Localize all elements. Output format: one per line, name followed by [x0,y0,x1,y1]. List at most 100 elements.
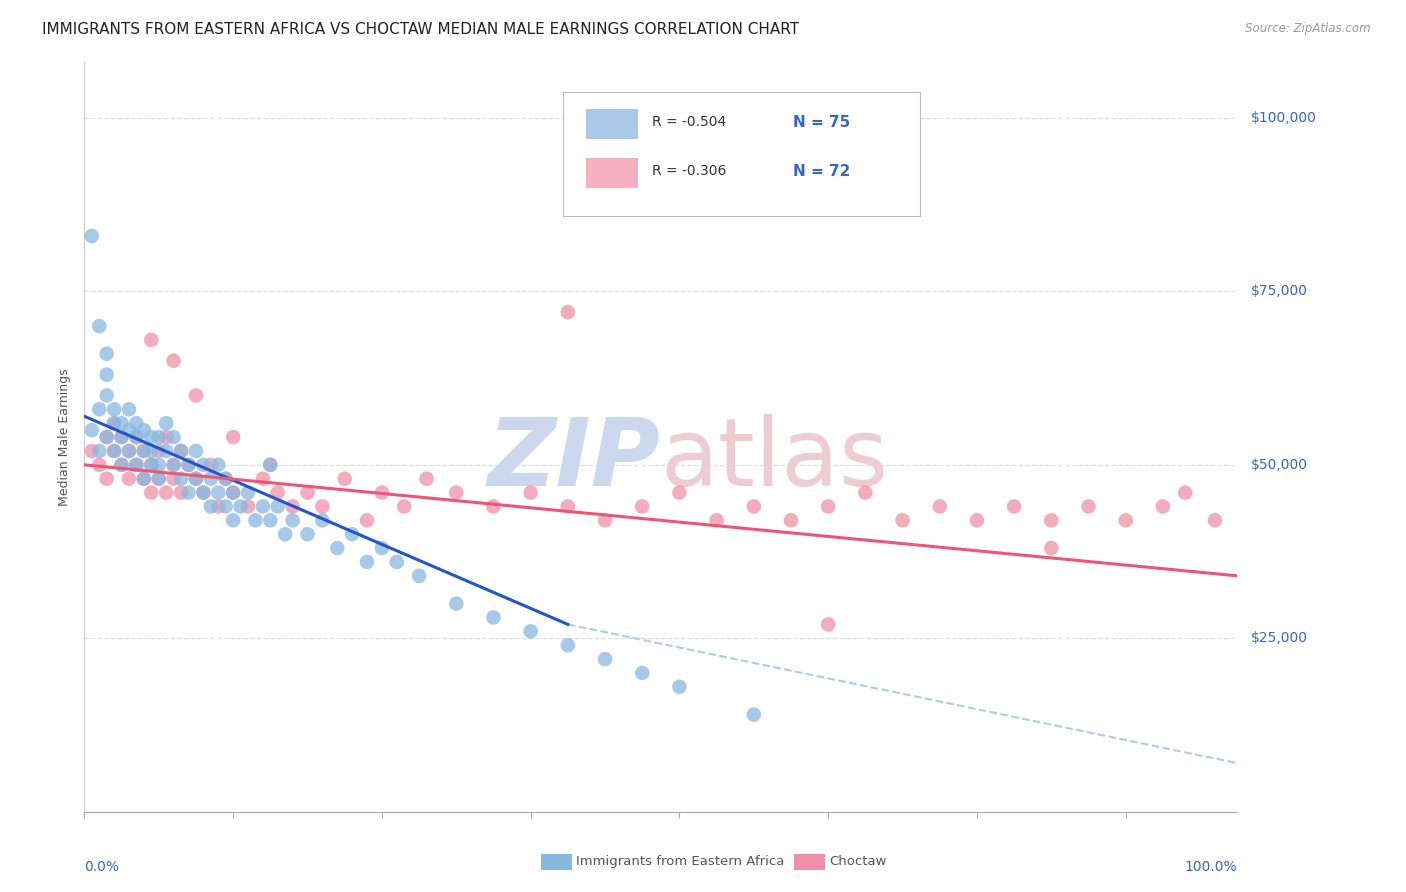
Point [184,472,207,486]
Point [519,624,541,639]
Point [148,472,170,486]
Point [817,617,839,632]
Point [103,416,125,430]
Point [155,444,177,458]
Point [80,228,103,243]
Text: R = -0.504: R = -0.504 [651,115,725,129]
Point [482,500,505,514]
Point [631,665,654,680]
Point [177,458,200,472]
Text: $75,000: $75,000 [1251,285,1308,299]
Text: R = -0.306: R = -0.306 [651,164,725,178]
Point [371,541,394,555]
Text: N = 72: N = 72 [793,163,851,178]
Point [274,527,297,541]
Point [229,500,252,514]
Text: Choctaw: Choctaw [830,855,887,868]
Point [132,423,155,437]
Point [193,458,215,472]
Point [200,472,222,486]
Point [1002,500,1025,514]
Point [215,472,238,486]
Point [557,305,579,319]
Point [1174,485,1197,500]
Point [103,444,125,458]
Point [148,472,170,486]
Text: 100.0%: 100.0% [1185,861,1237,874]
Point [891,513,914,527]
Point [236,485,259,500]
Point [326,541,349,555]
Point [200,500,222,514]
Point [125,458,148,472]
Point [1152,500,1174,514]
Point [132,472,155,486]
Point [118,402,141,417]
Point [340,527,363,541]
Point [118,444,141,458]
Point [245,513,267,527]
Point [207,500,229,514]
Point [742,707,765,722]
Bar [586,109,638,139]
Point [132,444,155,458]
Point [96,388,118,402]
Point [184,444,207,458]
Point [1204,513,1226,527]
Point [110,430,132,444]
Point [170,444,193,458]
Point [155,416,177,430]
Point [80,423,103,437]
Point [110,458,132,472]
Point [193,485,215,500]
Text: $50,000: $50,000 [1251,458,1308,472]
Point [132,444,155,458]
Point [281,513,304,527]
Point [148,430,170,444]
Point [333,472,356,486]
Text: atlas: atlas [661,414,889,506]
Point [177,458,200,472]
Point [668,680,690,694]
Point [371,485,394,500]
Point [80,444,103,458]
Point [853,485,876,500]
Point [193,485,215,500]
Point [215,472,238,486]
Point [356,513,378,527]
Point [96,368,118,382]
Point [162,430,184,444]
Point [184,388,207,402]
Point [141,458,163,472]
Point [928,500,950,514]
Point [141,444,163,458]
Point [125,430,148,444]
Point [125,416,148,430]
Point [89,458,111,472]
Point [631,500,654,514]
Point [966,513,988,527]
Point [132,472,155,486]
Point [141,430,163,444]
Point [446,597,468,611]
Bar [586,158,638,187]
Point [110,416,132,430]
Point [222,485,245,500]
Point [155,430,177,444]
Point [252,500,274,514]
Point [593,652,616,666]
Point [385,555,408,569]
Point [110,458,132,472]
Point [415,472,437,486]
Point [103,444,125,458]
Point [668,485,690,500]
Text: IMMIGRANTS FROM EASTERN AFRICA VS CHOCTAW MEDIAN MALE EARNINGS CORRELATION CHART: IMMIGRANTS FROM EASTERN AFRICA VS CHOCTA… [42,22,799,37]
Point [297,485,319,500]
Point [780,513,803,527]
Point [141,458,163,472]
Point [96,430,118,444]
Point [392,500,415,514]
Point [236,500,259,514]
Point [281,500,304,514]
Point [267,485,290,500]
